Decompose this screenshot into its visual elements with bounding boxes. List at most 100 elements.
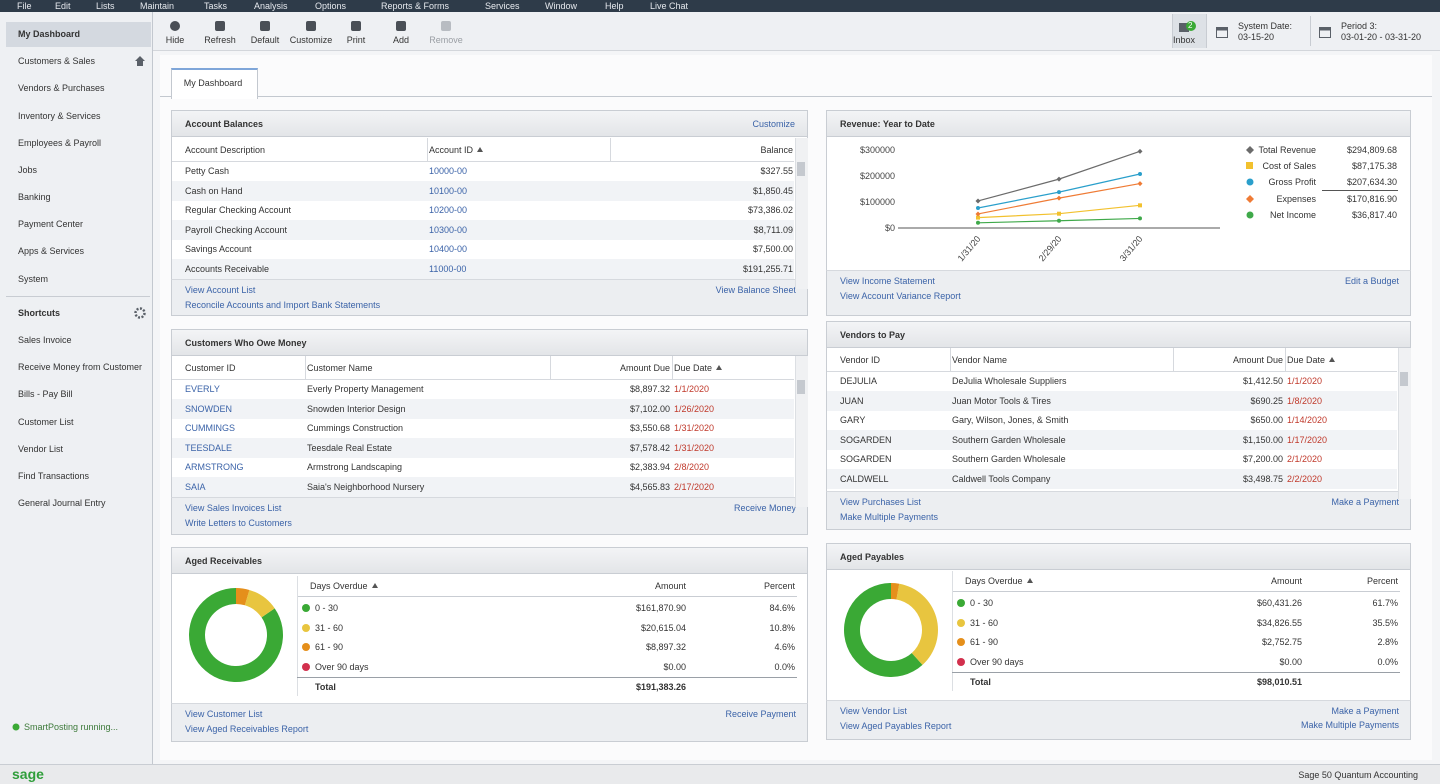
menu-item[interactable]: Reports & Forms	[381, 1, 450, 11]
toolbar-icon	[351, 21, 361, 31]
data-point	[976, 215, 980, 220]
tab-label[interactable]: My Dashboard	[183, 78, 243, 88]
nav-item[interactable]: Vendors & Purchases	[18, 83, 105, 93]
menu-item[interactable]: Help	[605, 1, 624, 11]
panel-link[interactable]: View Income Statement	[840, 276, 935, 286]
panel-link[interactable]: Write Letters to Customers	[185, 518, 292, 528]
menu-item[interactable]: Services	[485, 1, 520, 11]
table-cell: CALDWELL	[840, 474, 889, 484]
toolbar-button[interactable]: Print	[346, 35, 366, 45]
menu-item[interactable]: Maintain	[140, 1, 175, 11]
panel-link[interactable]: View Customer List	[185, 709, 263, 719]
menu-item[interactable]: Window	[545, 1, 578, 11]
panel-action[interactable]: Customize	[752, 119, 795, 129]
gear-icon	[134, 307, 146, 319]
shortcuts-title: Shortcuts	[18, 308, 61, 318]
nav-item[interactable]: My Dashboard	[18, 29, 81, 39]
nav-item[interactable]: Customers & Sales	[18, 56, 96, 66]
icon-shape	[306, 21, 316, 31]
nav-item[interactable]: Payment Center	[18, 219, 84, 229]
shortcut-item[interactable]: Bills - Pay Bill	[18, 389, 73, 399]
table-cell: 1/31/2020	[674, 423, 715, 434]
menu-item[interactable]: Options	[315, 1, 347, 11]
menu-item[interactable]: Analysis	[254, 1, 288, 11]
shortcut-item[interactable]: Customer List	[18, 417, 74, 427]
legend-swatch	[302, 662, 310, 671]
panel-link[interactable]: View Purchases List	[840, 497, 921, 507]
status-bar	[0, 764, 1440, 784]
menu-item[interactable]: Lists	[96, 1, 115, 11]
table-cell[interactable]: TEESDALE	[185, 442, 233, 453]
panel-link[interactable]: Reconcile Accounts and Import Bank State…	[185, 300, 381, 310]
toolbar-button[interactable]: Remove	[429, 35, 463, 45]
panel-link[interactable]: Receive Payment	[725, 709, 796, 719]
panel-link[interactable]: View Account Variance Report	[840, 291, 961, 301]
aged-amount: $8,897.32	[645, 642, 686, 653]
table-cell[interactable]: CUMMINGS	[185, 423, 235, 434]
toolbar-button[interactable]: Default	[250, 35, 280, 45]
toolbar-button[interactable]: Add	[392, 35, 409, 45]
table-cell[interactable]: SNOWDEN	[185, 403, 232, 414]
calendar-icon	[1216, 27, 1228, 38]
nav-item[interactable]: System	[18, 274, 49, 284]
table-cell[interactable]: EVERLY	[185, 384, 220, 394]
panel-title: Aged Receivables	[185, 556, 263, 566]
menu-item[interactable]: Edit	[55, 1, 71, 11]
panel-link[interactable]: Make Multiple Payments	[840, 512, 939, 522]
column-separator	[305, 356, 306, 379]
panel-link[interactable]: View Aged Payables Report	[840, 721, 952, 731]
row-stripe	[172, 219, 794, 240]
legend-dot	[957, 599, 965, 607]
column-separator	[1173, 348, 1174, 371]
toolbar-button[interactable]: Refresh	[204, 35, 236, 45]
nav-item[interactable]: Apps & Services	[18, 246, 85, 256]
shortcut-item[interactable]: Vendor List	[18, 444, 64, 454]
legend-dot	[302, 623, 310, 632]
nav-item[interactable]: Jobs	[18, 165, 38, 175]
panel-link[interactable]: View Account List	[185, 285, 256, 295]
shortcut-item[interactable]: General Journal Entry	[18, 498, 106, 508]
header-rule	[952, 591, 1400, 592]
panel-footer	[826, 270, 1411, 316]
inbox-icon	[1179, 21, 1196, 32]
panel-link[interactable]: Edit a Budget	[1344, 276, 1399, 286]
table-cell[interactable]: ARMSTRONG	[185, 462, 244, 473]
menu-item[interactable]: Tasks	[204, 1, 228, 11]
legend-dot	[957, 638, 965, 647]
legend-swatch	[1246, 194, 1254, 203]
legend-label: Net Income	[1269, 209, 1316, 220]
legend-swatch	[957, 599, 965, 607]
legend-swatch	[302, 623, 310, 632]
nav-item[interactable]: Banking	[18, 192, 51, 202]
panel-link[interactable]: Make Multiple Payments	[1300, 720, 1399, 730]
panel-link[interactable]: View Aged Receivables Report	[185, 724, 309, 734]
legend-value: $207,634.30	[1346, 177, 1397, 188]
menu-item[interactable]: File	[17, 1, 32, 11]
aged-label: 61 - 90	[315, 642, 344, 653]
nav-item[interactable]: Employees & Payroll	[18, 138, 102, 148]
panel-link[interactable]: Make a Payment	[1331, 497, 1399, 507]
donut-chart	[844, 583, 938, 677]
toolbar-icon	[260, 21, 270, 31]
shortcut-item[interactable]: Receive Money from Customer	[18, 362, 143, 372]
inbox-label[interactable]: Inbox	[1172, 35, 1196, 45]
table-cell: Cummings Construction	[307, 423, 404, 434]
scroll-thumb	[1400, 372, 1408, 386]
shortcut-item[interactable]: Find Transactions	[18, 471, 90, 481]
column-header: Amount Due	[1232, 355, 1283, 365]
table-cell: GARY	[840, 415, 866, 426]
panel-link[interactable]: Receive Money	[733, 503, 796, 513]
column-header: Customer Name	[307, 363, 373, 373]
shortcut-item[interactable]: Sales Invoice	[18, 335, 72, 345]
toolbar-button[interactable]: Hide	[165, 35, 185, 45]
panel-link[interactable]: View Balance Sheet	[715, 285, 796, 295]
panel-link[interactable]: Make a Payment	[1331, 706, 1399, 716]
panel-link[interactable]: View Vendor List	[840, 706, 907, 716]
y-tick-label: $100000	[860, 197, 895, 207]
toolbar-button[interactable]: Customize	[289, 35, 333, 45]
panel-link[interactable]: View Sales Invoices List	[185, 503, 282, 513]
menu-item[interactable]: Live Chat	[650, 1, 689, 11]
nav-item[interactable]: Inventory & Services	[18, 111, 101, 121]
x-tick-label: 2/29/20	[1037, 234, 1064, 263]
table-cell[interactable]: SAIA	[185, 482, 206, 492]
